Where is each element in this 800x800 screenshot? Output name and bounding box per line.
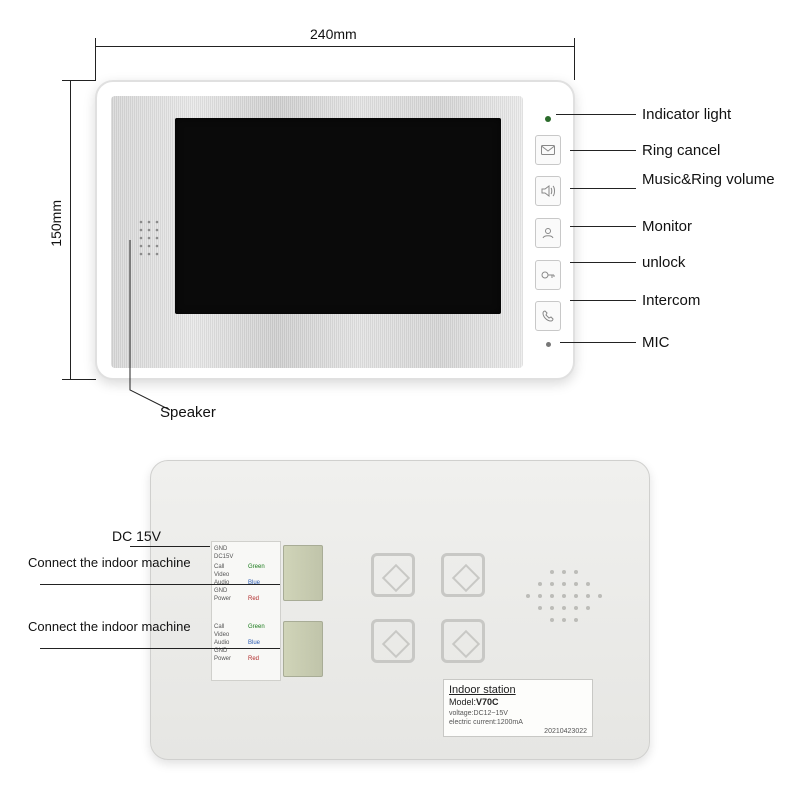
sticker-voltage: voltage:DC12~15V <box>449 709 587 718</box>
model-sticker: Indoor station Model:V70C voltage:DC12~1… <box>443 679 593 737</box>
label-indoor2: Connect the indoor machine <box>28 620 138 634</box>
envelope-icon <box>541 145 555 155</box>
connector-top <box>283 545 323 601</box>
ring-cancel-button[interactable] <box>535 135 561 165</box>
label-unlock: unlock <box>642 254 685 271</box>
diagram-root: 240mm 150mm <box>0 0 800 800</box>
sticker-serial: 20210423022 <box>449 727 587 736</box>
person-icon <box>542 227 554 239</box>
label-indoor1: Connect the indoor machine <box>28 556 138 570</box>
dim-width-label: 240mm <box>310 26 357 42</box>
key-icon <box>541 270 555 280</box>
label-intercom: Intercom <box>642 292 700 309</box>
mount-slot-2 <box>441 553 485 597</box>
indicator-led <box>545 116 551 122</box>
monitor-button[interactable] <box>535 218 561 248</box>
connector-bottom <box>283 621 323 677</box>
lcd-screen <box>175 118 501 314</box>
mount-slot-3 <box>371 619 415 663</box>
dim-height-line <box>70 80 71 380</box>
dim-height-label: 150mm <box>48 200 64 247</box>
speaker-back-grille <box>519 561 609 631</box>
button-strip <box>533 112 563 352</box>
label-ring-cancel: Ring cancel <box>642 142 720 159</box>
unlock-button[interactable] <box>535 260 561 290</box>
label-mic: MIC <box>642 334 670 351</box>
device-back: GND DC15V Call Green Video Audio Blue GN… <box>150 460 650 760</box>
pin-label-panel: GND DC15V Call Green Video Audio Blue GN… <box>211 541 281 681</box>
volume-button[interactable] <box>535 176 561 206</box>
mic-hole <box>546 342 551 347</box>
sticker-current: electric current:1200mA <box>449 718 587 727</box>
sticker-title: Indoor station <box>449 683 587 697</box>
label-volume: Music&Ring volume <box>642 172 782 189</box>
intercom-button[interactable] <box>535 301 561 331</box>
phone-icon <box>542 310 554 322</box>
sticker-model: V70C <box>476 697 499 707</box>
label-indicator: Indicator light <box>642 106 731 123</box>
label-monitor: Monitor <box>642 218 692 235</box>
label-dc: DC 15V <box>112 528 161 544</box>
speaker-icon <box>541 185 555 197</box>
label-speaker: Speaker <box>160 404 216 421</box>
dim-width-line <box>95 46 575 47</box>
mount-slot-1 <box>371 553 415 597</box>
mount-slot-4 <box>441 619 485 663</box>
